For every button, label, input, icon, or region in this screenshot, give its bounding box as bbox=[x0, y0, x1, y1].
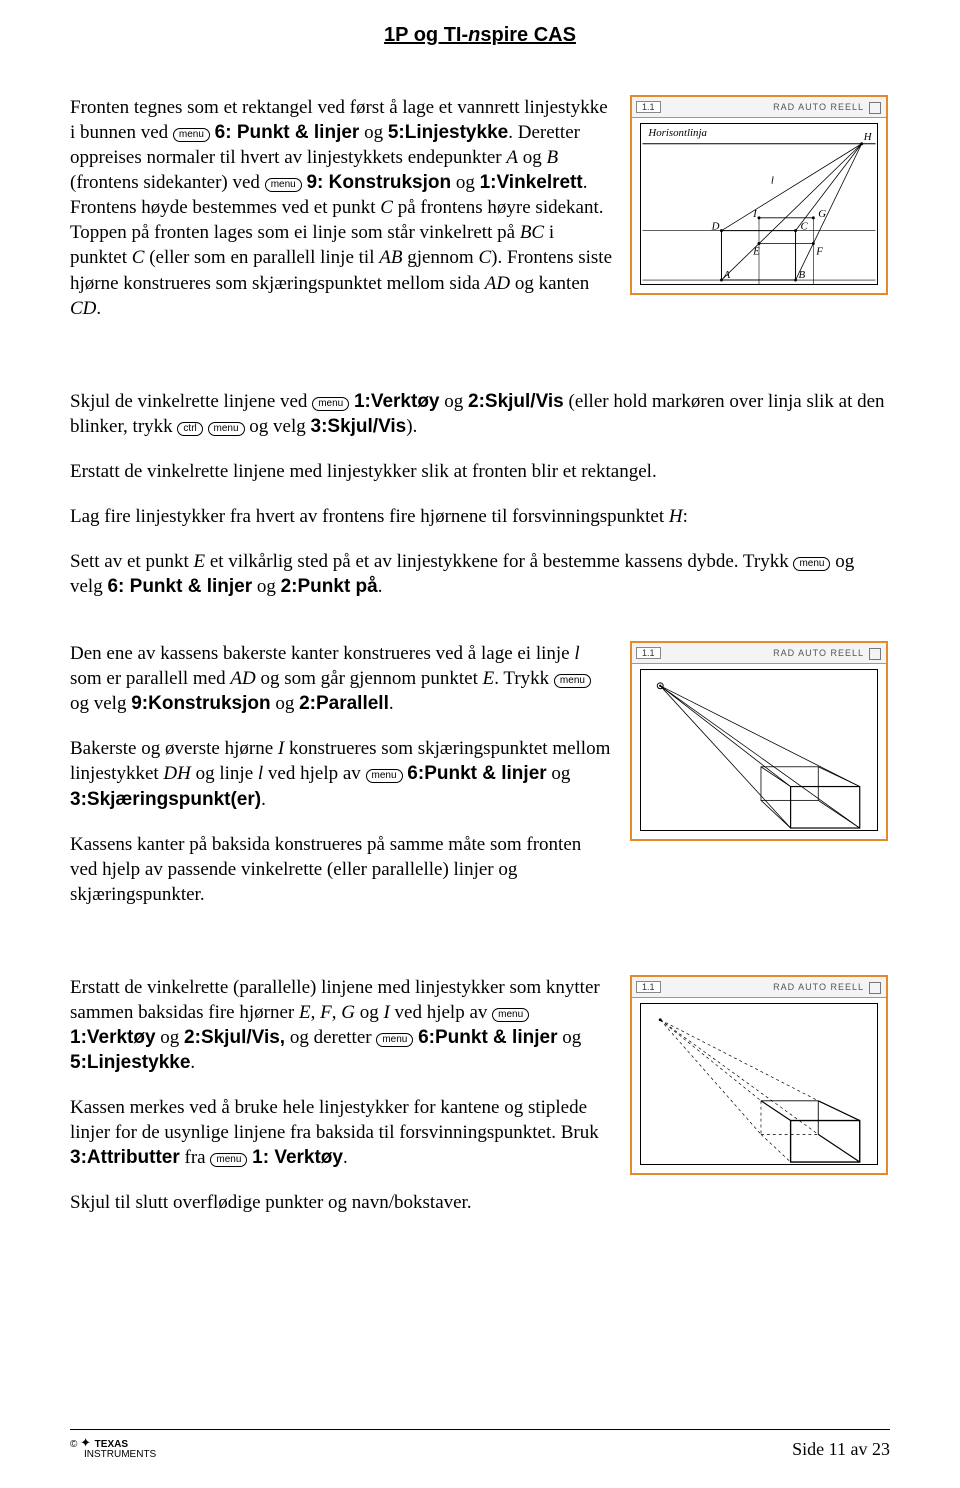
svg-text:G: G bbox=[818, 208, 826, 220]
para-6: Den ene av kassens bakerste kanter konst… bbox=[70, 641, 612, 716]
svg-text:D: D bbox=[711, 221, 720, 233]
ctrl-key-icon: ctrl bbox=[177, 422, 202, 436]
calc-tab: 1.1 bbox=[636, 647, 661, 659]
menu-key-icon: menu bbox=[793, 557, 830, 571]
calc-titlebar: 1.1 RAD AUTO REELL bbox=[632, 977, 886, 998]
svg-text:B: B bbox=[799, 269, 806, 281]
calc-tab: 1.1 bbox=[636, 101, 661, 113]
header-title-n: n bbox=[468, 24, 480, 46]
menu-key-icon: menu bbox=[376, 1033, 413, 1047]
menu-key-icon: menu bbox=[492, 1008, 529, 1022]
para-10: Kassen merkes ved å bruke hele linjestyk… bbox=[70, 1095, 612, 1170]
page-footer: © ✦ TEXAS INSTRUMENTS Side 11 av 23 bbox=[70, 1429, 890, 1460]
block-1: Fronten tegnes som et rektangel ved førs… bbox=[70, 95, 890, 341]
svg-text:H: H bbox=[863, 131, 873, 143]
menu-key-icon: menu bbox=[208, 422, 245, 436]
para-2: Skjul de vinkelrette linjene ved menu 1:… bbox=[70, 389, 890, 439]
calc-status: RAD AUTO REELL bbox=[773, 648, 864, 658]
svg-text:C: C bbox=[800, 221, 808, 233]
ti-logo: © ✦ TEXAS INSTRUMENTS bbox=[70, 1436, 156, 1460]
block-3: Erstatt de vinkelrette (parallelle) linj… bbox=[70, 975, 890, 1236]
calc-canvas bbox=[640, 669, 878, 831]
fig1-title: Horisontlinja bbox=[647, 127, 707, 139]
page: 1P og TI-nspire CAS Fronten tegnes som e… bbox=[0, 0, 960, 1488]
svg-text:A: A bbox=[722, 269, 730, 281]
svg-text:I: I bbox=[752, 208, 758, 220]
menu-key-icon: menu bbox=[265, 178, 302, 192]
para-8: Kassens kanter på baksida konstrueres på… bbox=[70, 832, 612, 907]
para-3: Erstatt de vinkelrette linjene med linje… bbox=[70, 459, 890, 484]
menu-key-icon: menu bbox=[173, 128, 210, 142]
calc-canvas bbox=[640, 1003, 878, 1165]
para-5: Sett av et punkt E et vilkårlig sted på … bbox=[70, 549, 890, 599]
calc-canvas: Horisontlinja H l bbox=[640, 123, 878, 285]
menu-key-icon: menu bbox=[366, 769, 403, 783]
calculator-screenshot-2: 1.1 RAD AUTO REELL bbox=[630, 641, 888, 841]
page-number: Side 11 av 23 bbox=[792, 1439, 890, 1460]
para-4: Lag fire linjestykker fra hvert av front… bbox=[70, 504, 890, 529]
menu-key-icon: menu bbox=[554, 674, 591, 688]
battery-icon bbox=[869, 648, 881, 660]
menu-key-icon: menu bbox=[312, 397, 349, 411]
para-1: Fronten tegnes som et rektangel ved førs… bbox=[70, 95, 612, 321]
battery-icon bbox=[869, 982, 881, 994]
calculator-screenshot-1: 1.1 RAD AUTO REELL Horisontlinja H l bbox=[630, 95, 888, 295]
svg-text:l: l bbox=[771, 174, 774, 186]
header-title-pre: 1P og TI- bbox=[384, 24, 468, 46]
svg-text:E: E bbox=[752, 245, 760, 257]
calc-tab: 1.1 bbox=[636, 981, 661, 993]
block-2: Den ene av kassens bakerste kanter konst… bbox=[70, 641, 890, 927]
calc-titlebar: 1.1 RAD AUTO REELL bbox=[632, 97, 886, 118]
calc-status: RAD AUTO REELL bbox=[773, 102, 864, 112]
svg-text:F: F bbox=[815, 245, 823, 257]
page-header: 1P og TI-nspire CAS bbox=[70, 24, 890, 47]
para-11: Skjul til slutt overflødige punkter og n… bbox=[70, 1190, 612, 1215]
calc-status: RAD AUTO REELL bbox=[773, 982, 864, 992]
para-9: Erstatt de vinkelrette (parallelle) linj… bbox=[70, 975, 612, 1075]
header-title-post: spire CAS bbox=[480, 24, 576, 46]
para-7: Bakerste og øverste hjørne I konstrueres… bbox=[70, 736, 612, 811]
calculator-screenshot-3: 1.1 RAD AUTO REELL bbox=[630, 975, 888, 1175]
calc-titlebar: 1.1 RAD AUTO REELL bbox=[632, 643, 886, 664]
menu-key-icon: menu bbox=[210, 1153, 247, 1167]
battery-icon bbox=[869, 102, 881, 114]
